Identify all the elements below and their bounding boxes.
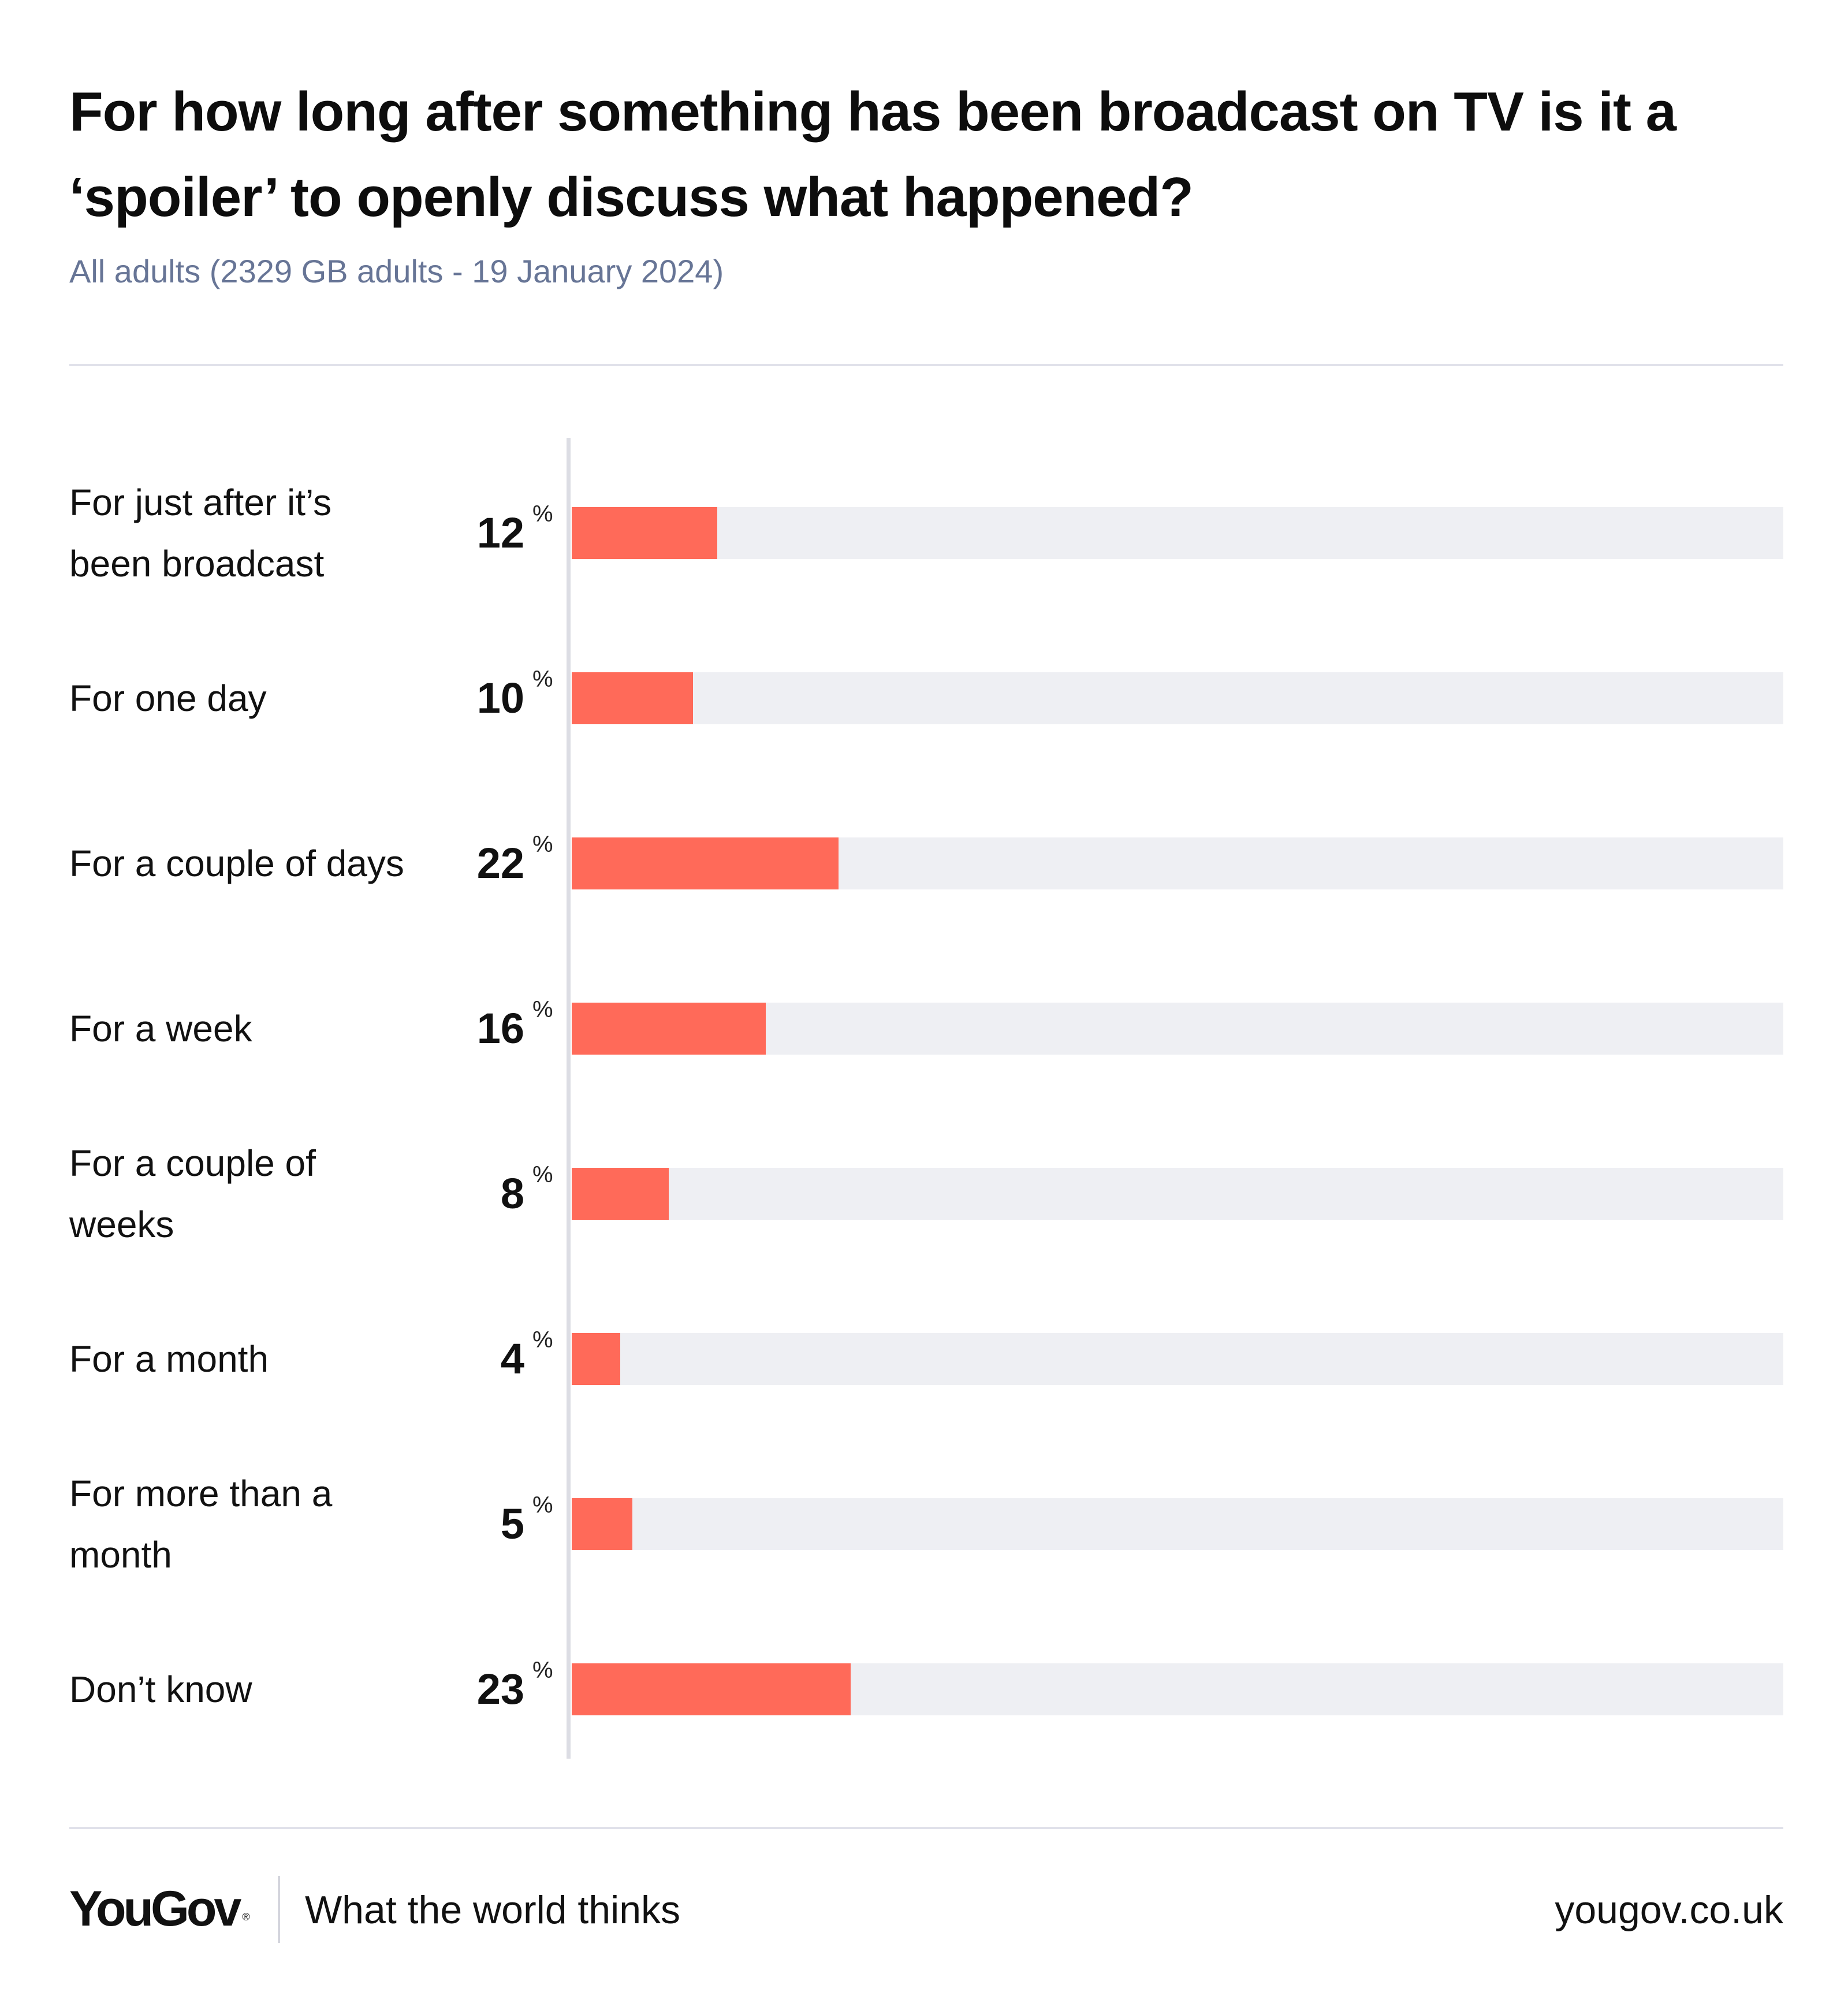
header-divider (69, 364, 1783, 366)
bar (572, 837, 839, 889)
value-label: 8 (500, 1170, 524, 1217)
percent-sign: % (532, 1658, 553, 1683)
percent-sign: % (532, 501, 553, 527)
bar-track (572, 1333, 1783, 1385)
footer-divider-line (69, 1827, 1783, 1829)
percent-sign: % (532, 1327, 553, 1353)
logo-text: YouGov (69, 1881, 241, 1937)
chart-title: For how long after something has been br… (69, 81, 1676, 228)
value-label: 12 (476, 509, 524, 557)
bar-track (572, 1003, 1783, 1055)
bar-track (572, 1498, 1783, 1550)
value-label: 4 (500, 1335, 524, 1383)
category-label: For a month (69, 1338, 269, 1380)
value-label: 10 (476, 674, 524, 722)
percent-sign: % (532, 997, 553, 1022)
chart-subtitle: All adults (2329 GB adults - 19 January … (69, 253, 724, 289)
category-label: For more than a month (69, 1473, 333, 1576)
bar-track (572, 507, 1783, 559)
footer-site-link[interactable]: yougov.co.uk (1555, 1888, 1783, 1932)
bar (572, 1003, 766, 1055)
value-label: 16 (476, 1004, 524, 1052)
bar-track (572, 672, 1783, 724)
footer-tagline: What the world thinks (305, 1888, 681, 1932)
bar-track (572, 1168, 1783, 1220)
percent-sign: % (532, 666, 553, 692)
category-label: Don’t know (69, 1669, 252, 1710)
bar (572, 1168, 669, 1220)
bar (572, 1663, 851, 1715)
bar (572, 1498, 632, 1550)
category-label: For one day (69, 677, 267, 719)
bar (572, 672, 693, 724)
bar (572, 507, 717, 559)
bar (572, 1333, 620, 1385)
footer-separator (278, 1876, 280, 1943)
yougov-logo: YouGov ® (69, 1880, 250, 1938)
registered-mark: ® (242, 1911, 250, 1923)
value-label: 23 (476, 1665, 524, 1713)
category-label: For a week (69, 1008, 252, 1049)
value-label: 5 (500, 1500, 524, 1548)
percent-sign: % (532, 1162, 553, 1187)
category-label: For a couple of weeks (69, 1142, 316, 1245)
category-label: For a couple of days (69, 843, 404, 884)
category-label: For just after it’s been broadcast (69, 482, 332, 584)
value-label: 22 (476, 839, 524, 887)
percent-sign: % (532, 1492, 553, 1518)
chart-axis-line (567, 438, 571, 1759)
percent-sign: % (532, 832, 553, 857)
